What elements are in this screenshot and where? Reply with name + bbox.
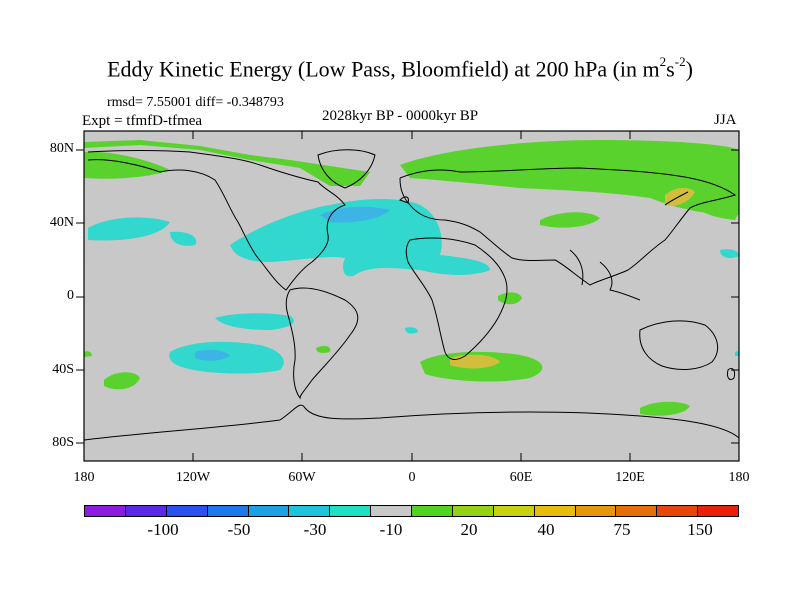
patch-mid-asia-green [540, 212, 600, 228]
coast-north-america [87, 150, 346, 291]
coast-india-se-asia [569, 249, 641, 301]
patch-north-pacific-green [84, 151, 170, 179]
lon-label-180w: 180 [73, 470, 95, 485]
patch-southwest-pacific-green [104, 372, 140, 390]
colorbar-swatch-11 [534, 506, 576, 516]
colorbar-swatch-2 [166, 506, 208, 516]
coast-japan [664, 191, 689, 206]
colorbar-swatch-6 [330, 506, 372, 516]
lon-label-60e: 60E [509, 470, 533, 485]
colorbar-label-minus100: -100 [147, 520, 179, 539]
colorbar-swatch-9 [452, 506, 494, 516]
stats-text: rmsd= 7.55001 diff= -0.348793 [107, 95, 284, 110]
lat-label-80n: 80N [49, 141, 74, 156]
colorbar-label-40: 40 [537, 520, 555, 539]
patch-atlantic-cyan [230, 198, 490, 277]
coast-antarctica [83, 404, 740, 441]
colorbar-swatch-14 [657, 506, 699, 516]
patch-south-atlantic-cyan [405, 327, 418, 334]
patch-arctic-green [84, 140, 370, 186]
colorbar-swatch-8 [412, 506, 453, 516]
coastlines [83, 149, 740, 441]
colorbar-swatch-4 [248, 506, 290, 516]
axis-ticks [76, 131, 740, 461]
patch-indian-ocean-green [498, 292, 522, 305]
patch-south-africa-gold [450, 354, 500, 369]
season-label: JJA [714, 112, 737, 128]
colorbar-swatch-7 [371, 506, 412, 516]
colorbar-swatch-13 [616, 506, 658, 516]
coast-new-zealand [727, 367, 735, 381]
lon-label-60w: 60W [288, 470, 316, 485]
colorbar-label-minus10: -10 [379, 520, 403, 539]
patch-southern-ocean-green [640, 401, 690, 416]
patch-north-pacific-east [690, 199, 739, 220]
colorbar-swatch-12 [575, 506, 617, 516]
patch-argentina-green [316, 345, 331, 353]
colorbar-swatch-15 [698, 506, 738, 516]
coast-australia [639, 320, 719, 370]
coast-greenland [317, 149, 376, 189]
lon-label-120w: 120W [175, 470, 211, 485]
colorbar-label-150: 150 [687, 520, 713, 539]
patch-east-indian-cyan [735, 351, 739, 356]
colorbar-swatch-1 [125, 506, 167, 516]
lat-label-40n: 40N [49, 215, 74, 230]
chart-title: Eddy Kinetic Energy (Low Pass, Bloomfiel… [107, 54, 693, 82]
patch-tropical-pacific-cyan [215, 313, 294, 330]
colorbar-swatch-3 [207, 506, 249, 516]
lon-label-0: 0 [408, 470, 416, 485]
colorbar-label-75: 75 [613, 520, 631, 539]
colorbar-label-minus30: -30 [303, 520, 327, 539]
coast-uk [399, 196, 409, 204]
patch-east-pacific-cyan [720, 249, 739, 258]
colorbar-label-20: 20 [460, 520, 478, 539]
colorbar-swatch-10 [493, 506, 535, 516]
experiment-label: Expt = tfmfD-tfmea [82, 113, 203, 129]
patch-west-pacific-cyan [88, 217, 170, 241]
colorbar-swatch-0 [85, 506, 126, 516]
patch-north-atlantic-blue [320, 206, 390, 223]
patch-eurasia-green [400, 140, 739, 215]
colorbar-swatch-5 [289, 506, 331, 516]
patch-west-pacific-south [170, 231, 197, 246]
colorbar [84, 505, 739, 517]
coast-europe-asia [399, 167, 737, 286]
colorbar-label-minus50: -50 [227, 520, 251, 539]
lat-label-40s: 40S [52, 362, 74, 377]
lon-label-120e: 120E [615, 470, 645, 485]
patch-south-pacific-blue [195, 349, 230, 361]
period-label: 2028kyr BP - 0000kyr BP [322, 108, 479, 124]
coast-south-america [285, 287, 359, 400]
lat-label-80s: 80S [52, 435, 74, 450]
patch-southwest-green-small [84, 351, 92, 357]
lat-label-0: 0 [67, 288, 74, 303]
anomaly-patches [84, 140, 739, 416]
coast-africa [405, 237, 508, 360]
lon-label-180e: 180 [728, 470, 750, 485]
